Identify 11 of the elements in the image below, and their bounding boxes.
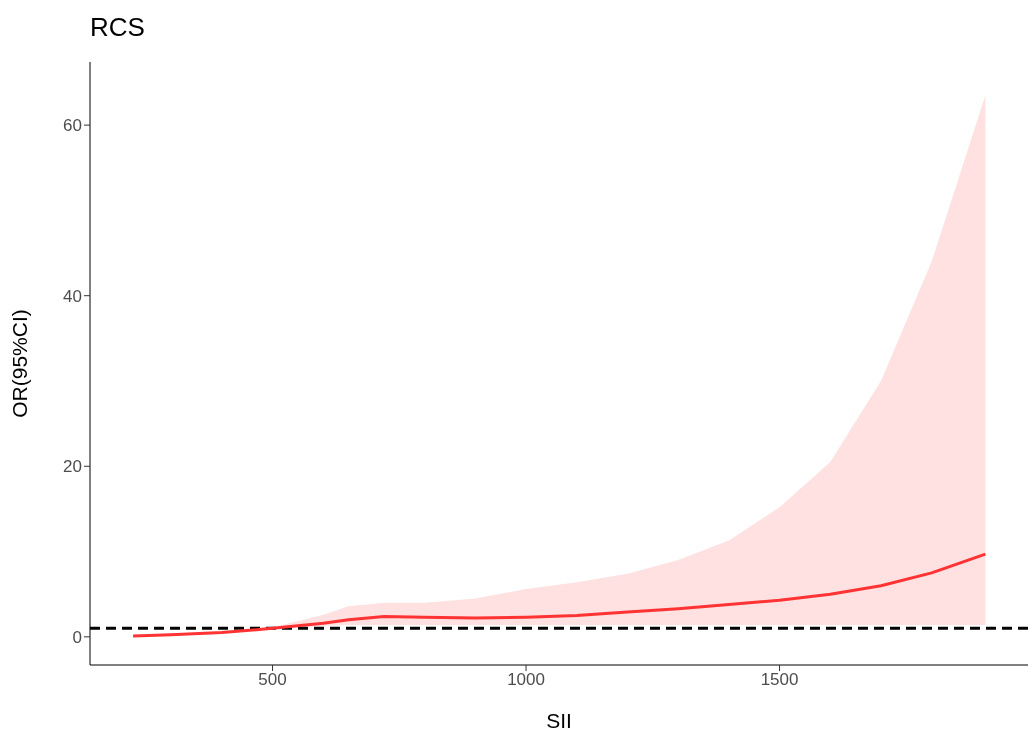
y-tick-label: 40 (63, 286, 82, 306)
y-tick-label: 20 (63, 457, 82, 477)
x-tick-label: 1000 (507, 670, 545, 690)
y-tick-label: 0 (72, 627, 82, 647)
x-tick-label: 1500 (760, 670, 799, 690)
x-axis-title: SII (546, 709, 572, 732)
line-series (131, 552, 987, 638)
y-axis-title: OR(95%CI) (8, 309, 32, 418)
chart-title: RCS (90, 12, 145, 43)
y-tick-label: 60 (63, 116, 82, 136)
x-tick-label: 500 (258, 670, 287, 690)
